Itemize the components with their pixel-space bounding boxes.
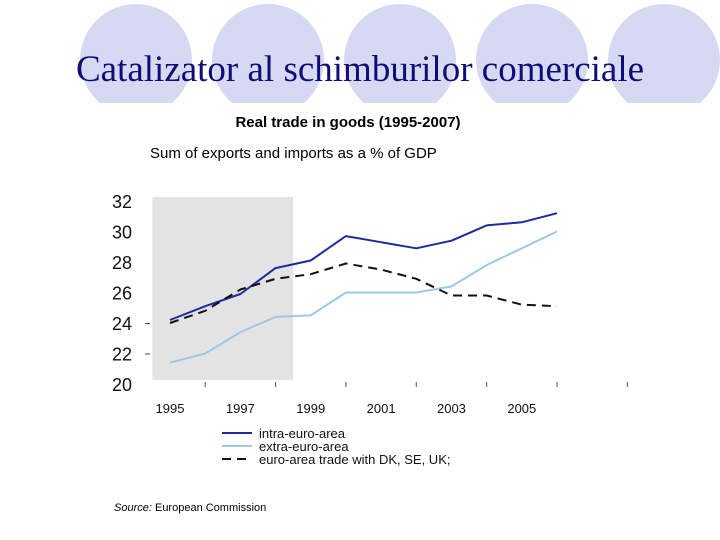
series-line-2 (169, 230, 558, 364)
x-tick-label: 1995 (156, 401, 185, 416)
decorative-circles (0, 0, 720, 110)
y-tick-label: 20 (112, 375, 132, 395)
x-tick-label: 1997 (226, 401, 255, 416)
slide-title: Catalizator al schimburilor comerciale (75, 49, 645, 90)
x-tick-label: 1999 (296, 401, 325, 416)
y-tick-label: 32 (112, 192, 132, 212)
y-tick-label: 30 (112, 223, 132, 243)
y-tick-label: 28 (112, 253, 132, 273)
legend-label: euro-area trade with DK, SE, UK; (259, 452, 450, 467)
chart-subtitle: Sum of exports and imports as a % of GDP (150, 145, 437, 162)
decorative-circle (340, 0, 460, 110)
chart-title: Real trade in goods (1995-2007) (235, 114, 460, 131)
decorative-circle (604, 0, 720, 110)
x-tick-label: 2003 (437, 401, 466, 416)
source-text: European Commission (151, 502, 267, 514)
x-tick-label: 2001 (367, 401, 396, 416)
x-tick-label: 2005 (507, 401, 536, 416)
legend-label: intra-euro-area (259, 426, 346, 441)
series-line-1 (169, 212, 558, 321)
source-label: Source: (114, 502, 152, 514)
decorative-circle (76, 0, 196, 110)
y-tick-label: 26 (112, 284, 132, 304)
source-note: Source: European Commission (114, 502, 266, 514)
legend-label: extra-euro-area (259, 439, 349, 454)
decorative-circle (472, 0, 592, 110)
shaded-period (152, 197, 294, 380)
y-tick-label: 22 (112, 345, 132, 365)
decorative-circle (208, 0, 328, 110)
y-tick-label: 24 (112, 314, 132, 334)
